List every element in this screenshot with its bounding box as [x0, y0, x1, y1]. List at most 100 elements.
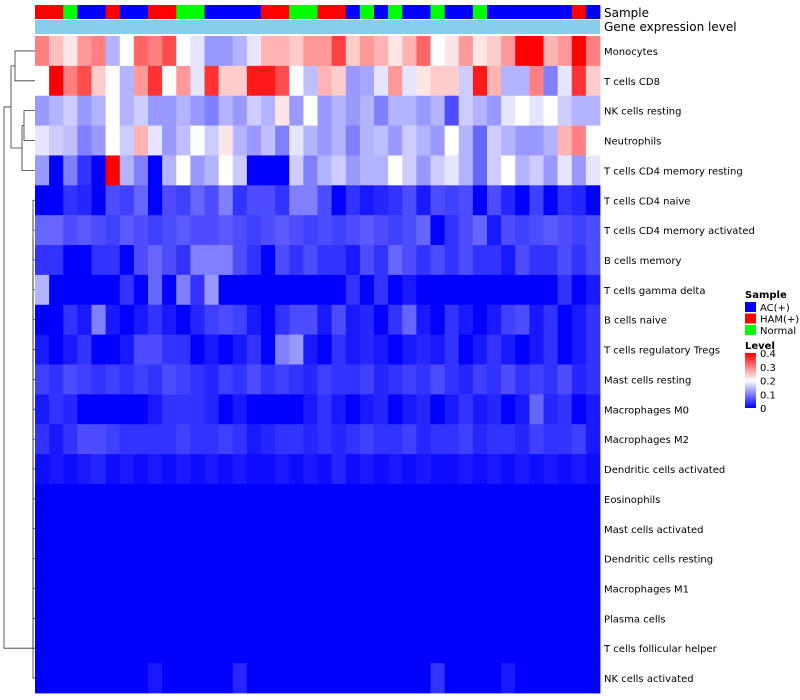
- heatmap-cell: [416, 215, 431, 246]
- heatmap-cell: [162, 334, 177, 365]
- heatmap-cell: [345, 36, 361, 67]
- heatmap-cell: [204, 603, 220, 634]
- heatmap-cell: [105, 95, 121, 126]
- heatmap-cell: [148, 274, 163, 306]
- heatmap-cell: [275, 65, 290, 97]
- heatmap-cell: [204, 663, 220, 694]
- heatmap-cell: [487, 394, 502, 425]
- heatmap-cell: [458, 633, 474, 664]
- heatmap-cell: [345, 424, 361, 455]
- heatmap-cell: [543, 334, 559, 365]
- heatmap-cell: [289, 543, 304, 574]
- heatmap-cell: [388, 364, 403, 395]
- row-label: Dendritic cells activated: [604, 465, 725, 476]
- heatmap-cell: [77, 603, 92, 634]
- sample-annotation-cell: [35, 5, 50, 19]
- heatmap-cell: [275, 573, 290, 604]
- heatmap-cell: [63, 364, 78, 395]
- legend-level-ticks: 0.4 0.3 0.2 0.1 0: [760, 349, 776, 415]
- heatmap-cell: [515, 334, 530, 365]
- heatmap-cell: [232, 424, 248, 455]
- row-label: T cells CD4 memory activated: [603, 226, 755, 237]
- heatmap-cell: [529, 125, 544, 156]
- heatmap-cell: [246, 394, 262, 425]
- heatmap-cell: [585, 125, 601, 156]
- heatmap-cell: [472, 304, 488, 336]
- heatmap-cell: [246, 36, 262, 67]
- heatmap-cell: [119, 603, 135, 634]
- heatmap-cell: [529, 215, 544, 246]
- legend-sample-title: Sample: [745, 290, 787, 301]
- heatmap-cell: [571, 245, 587, 276]
- heatmap-cell: [275, 334, 290, 365]
- heatmap-cell: [133, 304, 149, 336]
- sample-annotation-cell: [317, 5, 333, 19]
- heatmap-cell: [458, 483, 474, 515]
- heatmap-cell: [585, 633, 601, 664]
- heatmap-cell: [331, 424, 347, 455]
- heatmap-cell: [218, 633, 234, 664]
- heatmap-cell: [345, 155, 361, 186]
- heatmap-cell: [246, 364, 262, 395]
- heatmap-cell: [190, 65, 205, 97]
- heatmap-cell: [557, 95, 573, 126]
- heatmap-cell: [190, 364, 205, 395]
- heatmap-cell: [529, 663, 544, 694]
- heatmap-cell: [359, 483, 375, 515]
- heatmap-cell: [105, 394, 121, 425]
- heatmap-cell: [317, 155, 333, 186]
- heatmap-cell: [77, 424, 92, 455]
- heatmap-cell: [501, 95, 516, 126]
- heatmap-cell: [345, 483, 361, 515]
- heatmap-cell: [246, 603, 262, 634]
- heatmap-cell: [543, 155, 559, 186]
- heatmap-cell: [49, 663, 64, 694]
- heatmap-cell: [501, 394, 516, 425]
- heatmap-cell: [105, 274, 121, 306]
- heatmap-cell: [204, 155, 220, 186]
- heatmap-cell: [204, 424, 220, 455]
- heatmap-cell: [246, 663, 262, 694]
- heatmap-cell: [571, 185, 587, 216]
- heatmap-cell: [119, 394, 135, 425]
- heatmap-cell: [430, 603, 446, 634]
- heatmap-cell: [374, 394, 389, 425]
- heatmap-cell: [472, 543, 488, 574]
- row-labels: Monocytes T cells CD8 NK cells resting Neut…: [603, 47, 755, 685]
- heatmap-cell: [190, 125, 205, 156]
- heatmap-cell: [289, 95, 304, 126]
- heatmap-cell: [331, 334, 347, 365]
- heatmap-cell: [162, 454, 177, 485]
- heatmap-cell: [176, 334, 191, 365]
- heatmap-cell: [458, 364, 474, 395]
- heatmap-cell: [543, 454, 559, 485]
- heatmap-cell: [162, 95, 177, 126]
- heatmap-cell: [571, 483, 587, 515]
- heatmap-cell: [458, 454, 474, 485]
- heatmap-cell: [557, 304, 573, 336]
- heatmap-cell: [63, 454, 78, 485]
- heatmap-cell: [246, 454, 262, 485]
- heatmap-cell: [374, 65, 389, 97]
- heatmap-cell: [515, 454, 530, 485]
- heatmap-cell: [515, 603, 530, 634]
- heatmap-cell: [133, 573, 149, 604]
- heatmap-cell: [345, 274, 361, 306]
- heatmap-cell: [162, 483, 177, 515]
- heatmap-cell: [487, 573, 502, 604]
- heatmap-cell: [35, 155, 50, 186]
- heatmap-cell: [232, 155, 248, 186]
- heatmap-cell: [402, 65, 417, 97]
- heatmap-cell: [148, 424, 163, 455]
- heatmap-cell: [190, 245, 205, 276]
- heatmap-cell: [430, 454, 446, 485]
- sample-annotation-cell: [444, 5, 460, 19]
- heatmap-cell: [204, 573, 220, 604]
- heatmap-cell: [416, 364, 431, 395]
- heatmap-cell: [472, 185, 488, 216]
- heatmap-cell: [63, 304, 78, 336]
- row-label: B cells naive: [604, 316, 667, 327]
- heatmap-cell: [557, 185, 573, 216]
- heatmap-cell: [204, 36, 220, 67]
- heatmap-cell: [105, 573, 121, 604]
